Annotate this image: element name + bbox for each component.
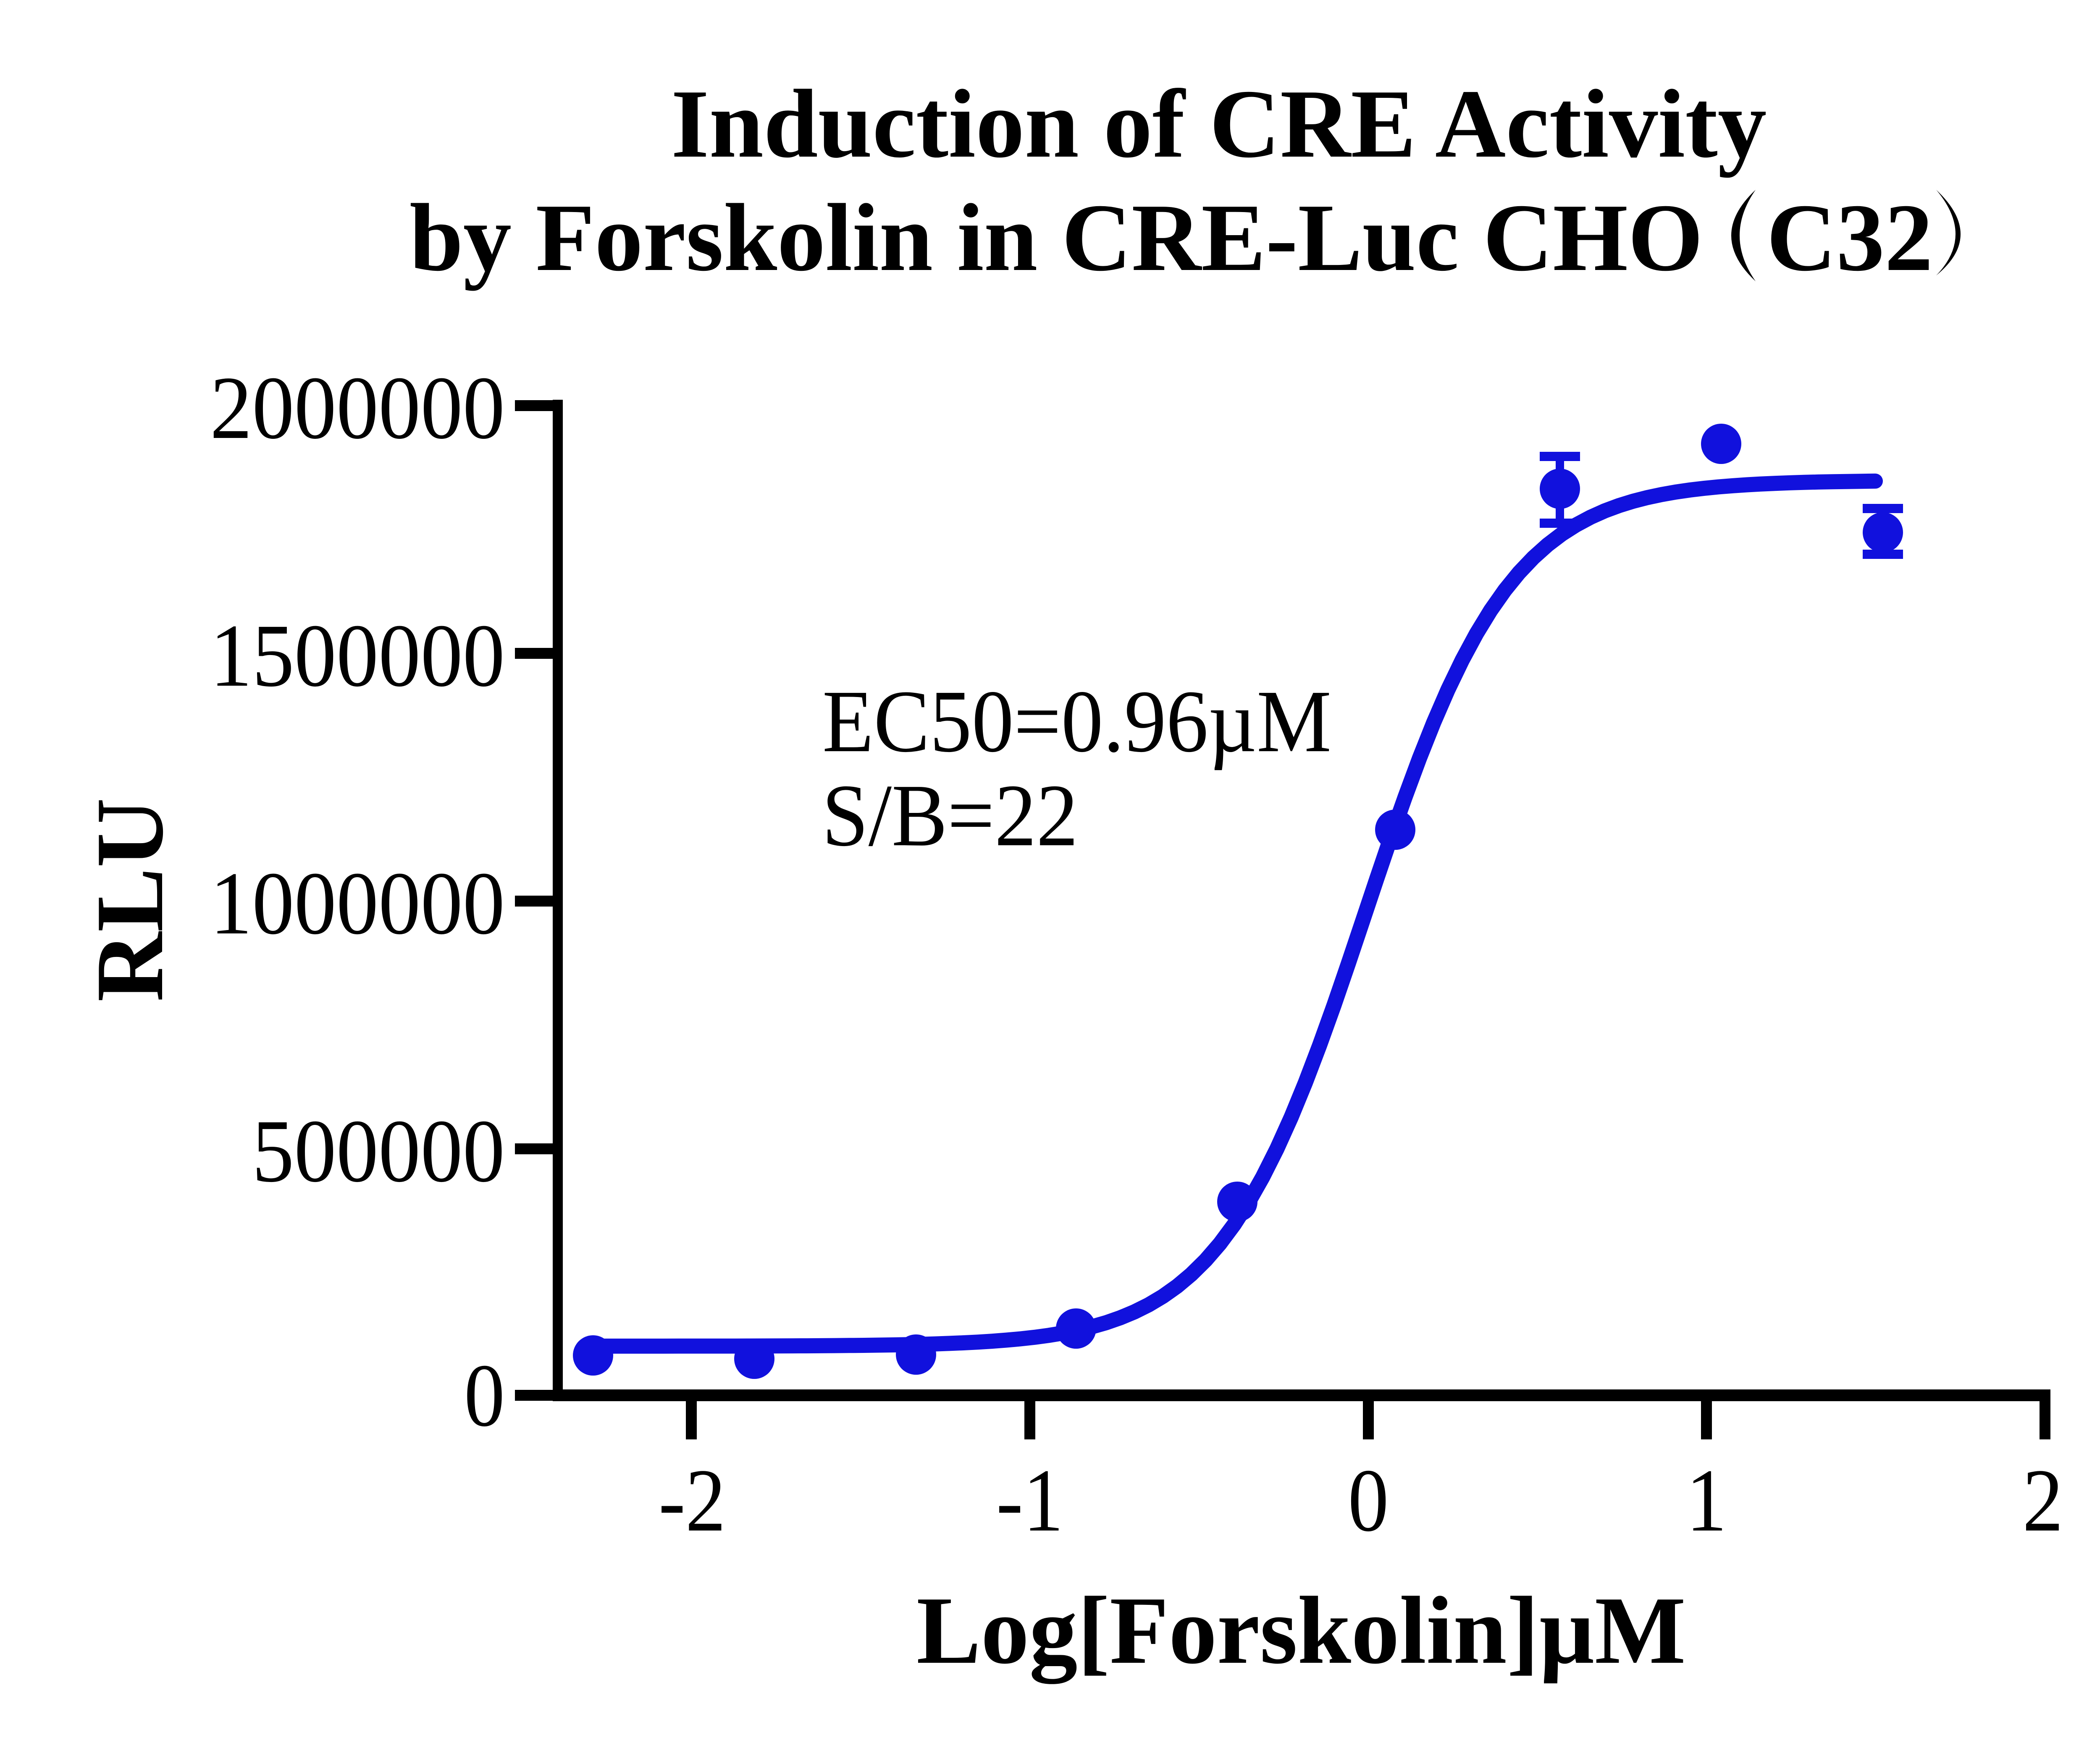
- svg-text:by Forskolin in CRE-Luc CHO: by Forskolin in CRE-Luc CHO: [410, 184, 1703, 291]
- svg-text:EC50=0.96µM: EC50=0.96µM: [822, 672, 1331, 771]
- svg-text:-2: -2: [659, 1451, 726, 1550]
- svg-text:1: 1: [1686, 1451, 1727, 1550]
- svg-text:2: 2: [2023, 1451, 2063, 1550]
- svg-text:0: 0: [1348, 1451, 1389, 1550]
- svg-text:1000000: 1000000: [210, 854, 505, 953]
- svg-text:0: 0: [464, 1346, 505, 1445]
- svg-text:C32: C32: [1767, 184, 1933, 291]
- svg-text:500000: 500000: [252, 1101, 505, 1201]
- svg-text:2000000: 2000000: [210, 358, 505, 458]
- svg-text:1500000: 1500000: [210, 606, 505, 705]
- svg-text:RLU: RLU: [76, 798, 183, 1002]
- svg-text:Log[Forskolin]µM: Log[Forskolin]µM: [916, 1577, 1686, 1684]
- svg-text:S/B=22: S/B=22: [822, 766, 1078, 865]
- svg-text:-1: -1: [996, 1451, 1063, 1550]
- svg-text:Induction of CRE Activity: Induction of CRE Activity: [671, 70, 1767, 178]
